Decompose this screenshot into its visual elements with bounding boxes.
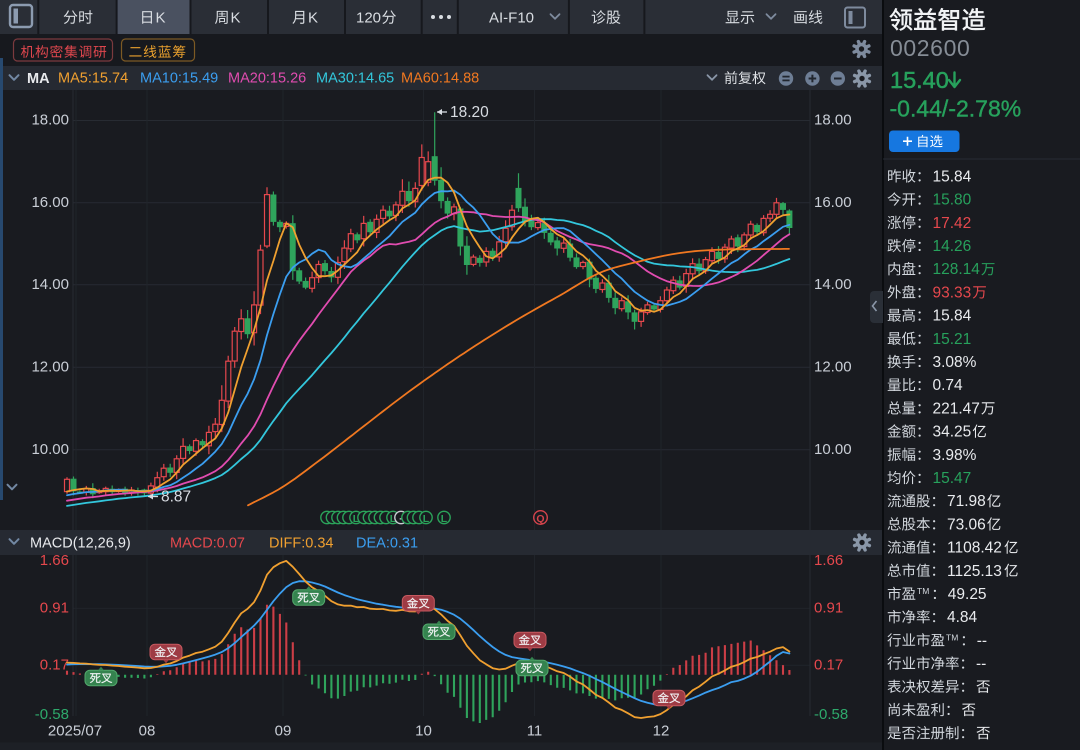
svg-text:15.47: 15.47 — [933, 470, 972, 487]
svg-text:-0.58: -0.58 — [35, 706, 69, 723]
svg-text:34.25: 34.25 — [933, 424, 972, 441]
svg-text:71.98: 71.98 — [947, 493, 986, 510]
svg-text:MA10:15.49: MA10:15.49 — [140, 71, 218, 87]
svg-text:3.98%: 3.98% — [933, 447, 977, 464]
svg-text:10.00: 10.00 — [31, 441, 69, 458]
svg-text:MA30:14.65: MA30:14.65 — [316, 71, 394, 87]
svg-text:10.00: 10.00 — [814, 441, 852, 458]
svg-text:0.17: 0.17 — [814, 657, 843, 674]
svg-text:L: L — [390, 513, 397, 525]
svg-text:14.00: 14.00 — [814, 276, 852, 293]
svg-text:3.08%: 3.08% — [933, 354, 977, 371]
svg-text:--: -- — [976, 656, 986, 673]
svg-text:17.42: 17.42 — [933, 215, 972, 232]
svg-text:K: K — [156, 10, 166, 27]
svg-text:0.17: 0.17 — [40, 657, 69, 674]
svg-text:1.66: 1.66 — [40, 552, 69, 569]
svg-text:12.00: 12.00 — [31, 358, 69, 375]
svg-text:L: L — [353, 513, 360, 525]
svg-text:11: 11 — [527, 723, 543, 740]
svg-text:MACD(12,26,9): MACD(12,26,9) — [30, 536, 131, 552]
svg-text:L: L — [423, 513, 430, 525]
svg-text:8.87: 8.87 — [161, 488, 191, 505]
svg-text:-0.44/-2.78%: -0.44/-2.78% — [890, 95, 1022, 121]
svg-text:2025/07: 2025/07 — [48, 723, 102, 740]
svg-text:K: K — [308, 10, 318, 27]
svg-text:DIFF:0.34: DIFF:0.34 — [269, 536, 333, 552]
svg-text:73.06: 73.06 — [947, 516, 986, 533]
svg-text:0.91: 0.91 — [40, 600, 69, 617]
svg-text:K: K — [231, 10, 241, 27]
svg-text:4.84: 4.84 — [947, 609, 978, 626]
svg-text:10: 10 — [415, 723, 432, 740]
svg-text:15.84: 15.84 — [933, 308, 972, 325]
svg-text:12: 12 — [653, 723, 670, 740]
svg-text:49.25: 49.25 — [948, 586, 987, 603]
svg-text:93.33: 93.33 — [933, 284, 972, 301]
svg-text:--: -- — [977, 632, 987, 649]
svg-text:12.00: 12.00 — [814, 358, 852, 375]
svg-text:MA60:14.88: MA60:14.88 — [401, 71, 479, 87]
svg-text:18.20: 18.20 — [450, 104, 489, 121]
svg-text:16.00: 16.00 — [31, 194, 69, 211]
svg-text:09: 09 — [275, 723, 292, 740]
svg-text:MA: MA — [27, 71, 50, 87]
svg-text:DEA:0.31: DEA:0.31 — [356, 536, 418, 552]
svg-text:1125.13: 1125.13 — [947, 563, 1002, 580]
svg-text:1.66: 1.66 — [814, 552, 843, 569]
svg-text:120: 120 — [356, 10, 381, 27]
svg-text:16.00: 16.00 — [814, 194, 852, 211]
svg-text:TM: TM — [946, 632, 958, 642]
svg-text:15.21: 15.21 — [933, 331, 972, 348]
svg-text:MA20:15.26: MA20:15.26 — [228, 71, 306, 87]
svg-text:08: 08 — [139, 723, 156, 740]
svg-text:15.80: 15.80 — [933, 192, 972, 209]
svg-text:MACD:0.07: MACD:0.07 — [170, 536, 245, 552]
svg-text:128.14: 128.14 — [933, 261, 981, 278]
svg-text:18.00: 18.00 — [31, 112, 69, 129]
svg-text:18.00: 18.00 — [814, 112, 852, 129]
svg-text:MA5:15.74: MA5:15.74 — [58, 71, 128, 87]
svg-text:Q: Q — [536, 513, 544, 525]
svg-text:-0.58: -0.58 — [814, 706, 848, 723]
svg-text:TM: TM — [917, 586, 929, 596]
svg-text:0.91: 0.91 — [814, 600, 843, 617]
svg-text:0.74: 0.74 — [933, 377, 964, 394]
svg-text:AI-F10: AI-F10 — [489, 10, 534, 27]
svg-text:14.00: 14.00 — [31, 276, 69, 293]
svg-text:002600: 002600 — [890, 35, 970, 61]
svg-text:L: L — [441, 513, 448, 525]
svg-text:14.26: 14.26 — [933, 238, 972, 255]
svg-text:221.47: 221.47 — [933, 400, 980, 417]
svg-text:15.84: 15.84 — [933, 168, 972, 185]
svg-text:1108.42: 1108.42 — [947, 540, 1002, 557]
svg-text:15.40: 15.40 — [890, 67, 949, 93]
